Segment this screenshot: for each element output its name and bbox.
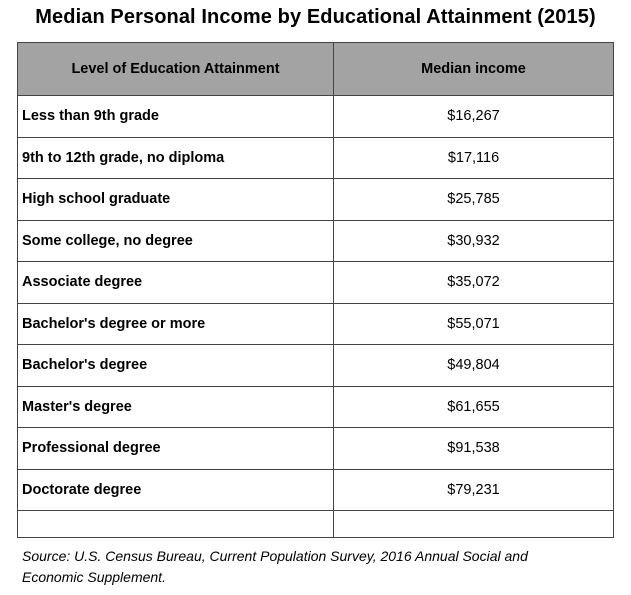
income-table: Level of Education Attainment Median inc… [17, 42, 614, 538]
empty-cell [17, 510, 334, 538]
table-row: 9th to 12th grade, no diploma $17,116 [17, 136, 614, 179]
education-level-cell: Associate degree [17, 261, 334, 304]
education-level-cell: Doctorate degree [17, 468, 334, 511]
table-row: Master's degree $61,655 [17, 385, 614, 428]
median-income-cell: $30,932 [333, 219, 614, 262]
education-level-cell: 9th to 12th grade, no diploma [17, 136, 334, 179]
table-row: Bachelor's degree or more $55,071 [17, 302, 614, 345]
education-level-cell: High school graduate [17, 178, 334, 221]
median-income-cell: $55,071 [333, 302, 614, 345]
median-income-cell: $61,655 [333, 385, 614, 428]
table-row: Bachelor's degree $49,804 [17, 344, 614, 387]
education-level-cell: Bachelor's degree [17, 344, 334, 387]
education-level-cell: Professional degree [17, 427, 334, 470]
median-income-cell: $25,785 [333, 178, 614, 221]
table-row: Some college, no degree $30,932 [17, 219, 614, 262]
source-line: Source: U.S. Census Bureau, Current Popu… [22, 548, 528, 564]
table-row: Less than 9th grade $16,267 [17, 95, 614, 138]
header-education-level: Level of Education Attainment [17, 42, 334, 96]
education-level-cell: Master's degree [17, 385, 334, 428]
header-median-income: Median income [333, 42, 614, 96]
source-note: Source: U.S. Census Bureau, Current Popu… [22, 546, 622, 588]
median-income-cell: $91,538 [333, 427, 614, 470]
median-income-cell: $16,267 [333, 95, 614, 138]
table-row: High school graduate $25,785 [17, 178, 614, 221]
median-income-cell: $79,231 [333, 468, 614, 511]
header-row: Level of Education Attainment Median inc… [17, 42, 614, 96]
table-row: Doctorate degree $79,231 [17, 468, 614, 511]
source-line: Economic Supplement. [22, 569, 166, 585]
median-income-cell: $49,804 [333, 344, 614, 387]
table-row: Professional degree $91,538 [17, 427, 614, 470]
median-income-cell: $17,116 [333, 136, 614, 179]
empty-table-row [17, 510, 614, 538]
education-level-cell: Bachelor's degree or more [17, 302, 334, 345]
table-row: Associate degree $35,072 [17, 261, 614, 304]
median-income-cell: $35,072 [333, 261, 614, 304]
table-title: Median Personal Income by Educational At… [35, 6, 596, 28]
empty-cell [333, 510, 614, 538]
education-level-cell: Less than 9th grade [17, 95, 334, 138]
education-level-cell: Some college, no degree [17, 219, 334, 262]
